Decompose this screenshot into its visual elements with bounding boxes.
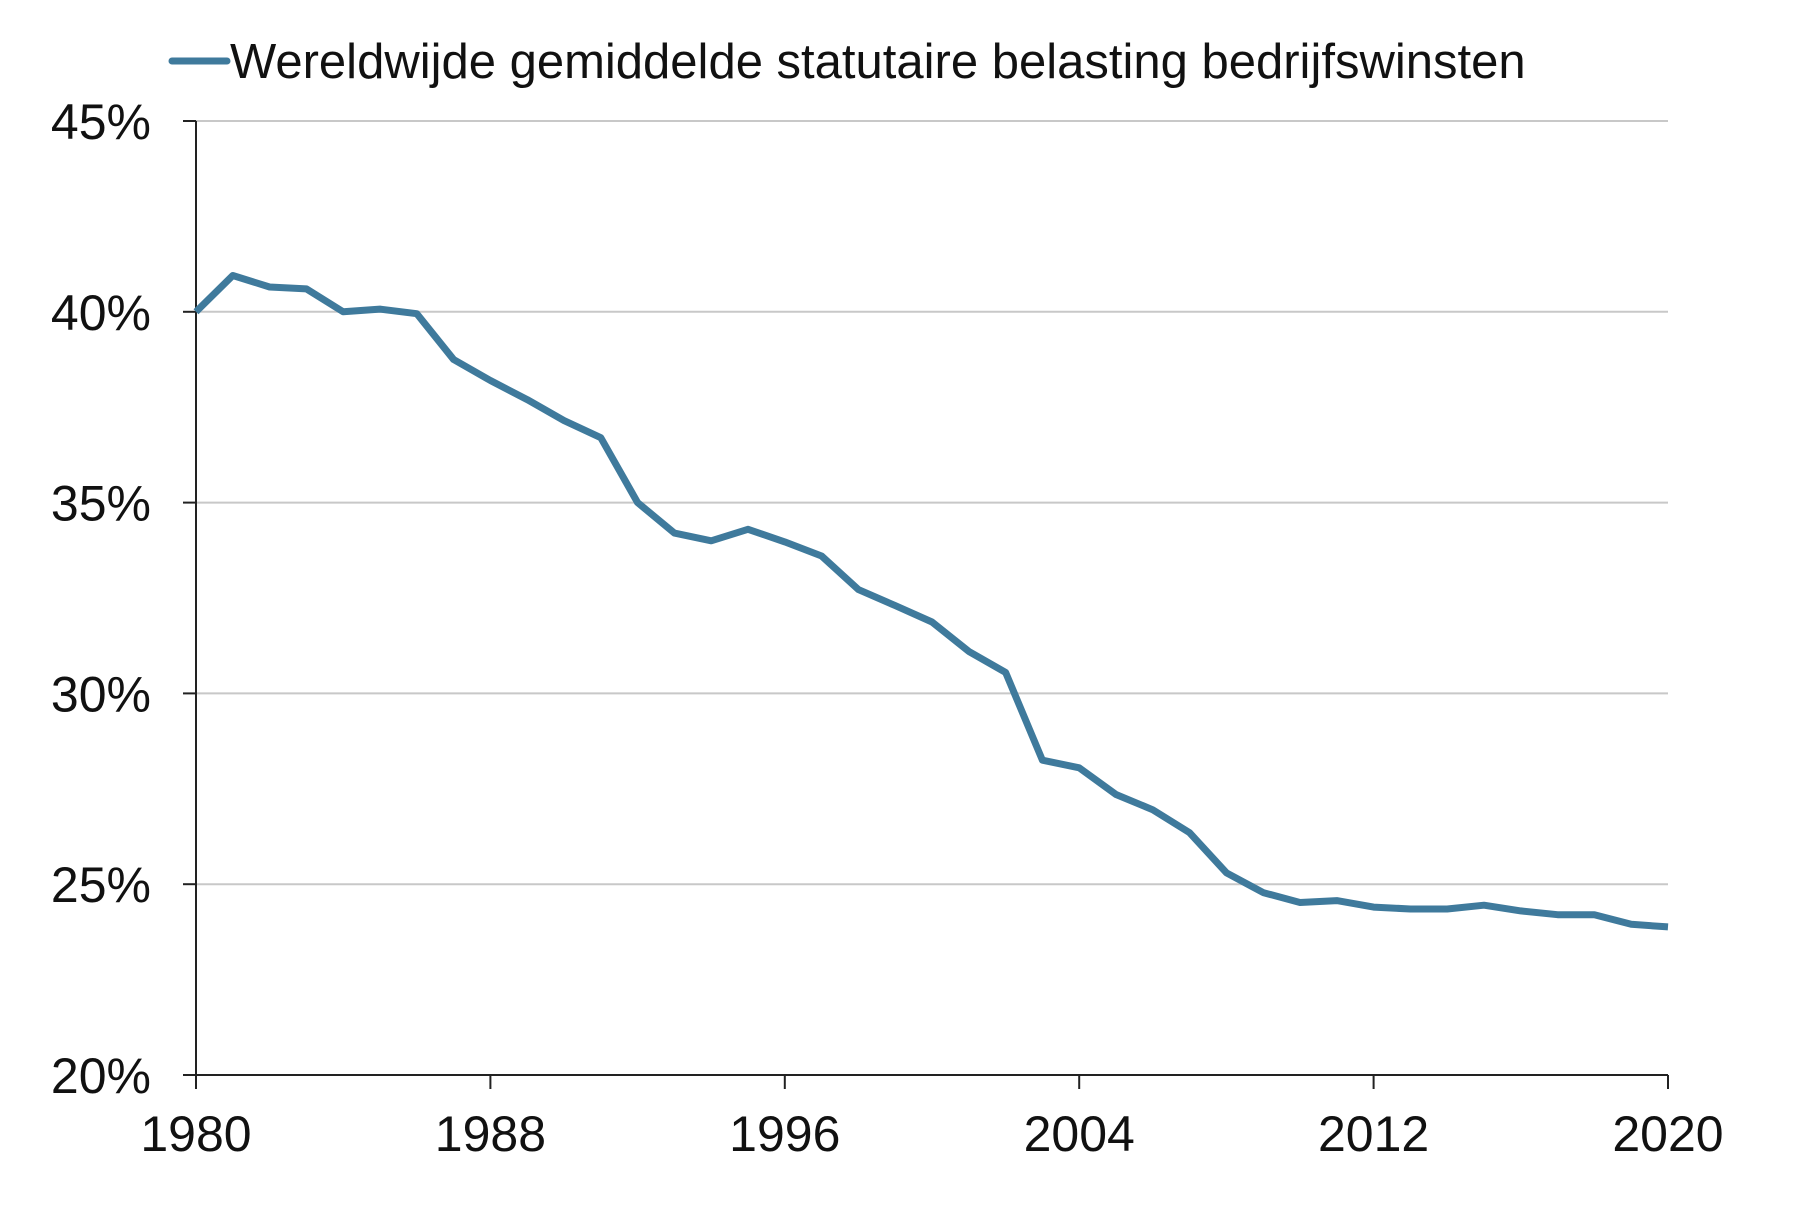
y-tick-label: 45%: [51, 94, 151, 150]
x-tick-label: 1988: [435, 1106, 546, 1162]
y-tick-label: 35%: [51, 476, 151, 532]
y-tick-label: 30%: [51, 666, 151, 722]
x-tick-label: 1996: [729, 1106, 840, 1162]
y-tick-label: 25%: [51, 857, 151, 913]
y-tick-label: 20%: [51, 1048, 151, 1104]
tick-labels: 20% 25% 30% 35% 40% 45% 1980 1988 1996 2004 2012 20…: [51, 94, 1724, 1162]
x-tick-label: 2012: [1318, 1106, 1429, 1162]
series-line-0: [193, 272, 1669, 931]
series-lines: [193, 272, 1669, 931]
y-tick-label: 40%: [51, 285, 151, 341]
gridlines: [196, 120, 1668, 886]
x-tick-label: 2020: [1612, 1106, 1723, 1162]
legend-label: Wereldwijde gemiddelde statutaire belast…: [230, 35, 1526, 89]
legend: Wereldwijde gemiddelde statutaire belast…: [168, 35, 1526, 89]
x-tick-label: 2004: [1024, 1106, 1135, 1162]
x-tick-label: 1980: [140, 1106, 251, 1162]
axes: [183, 120, 1669, 1089]
